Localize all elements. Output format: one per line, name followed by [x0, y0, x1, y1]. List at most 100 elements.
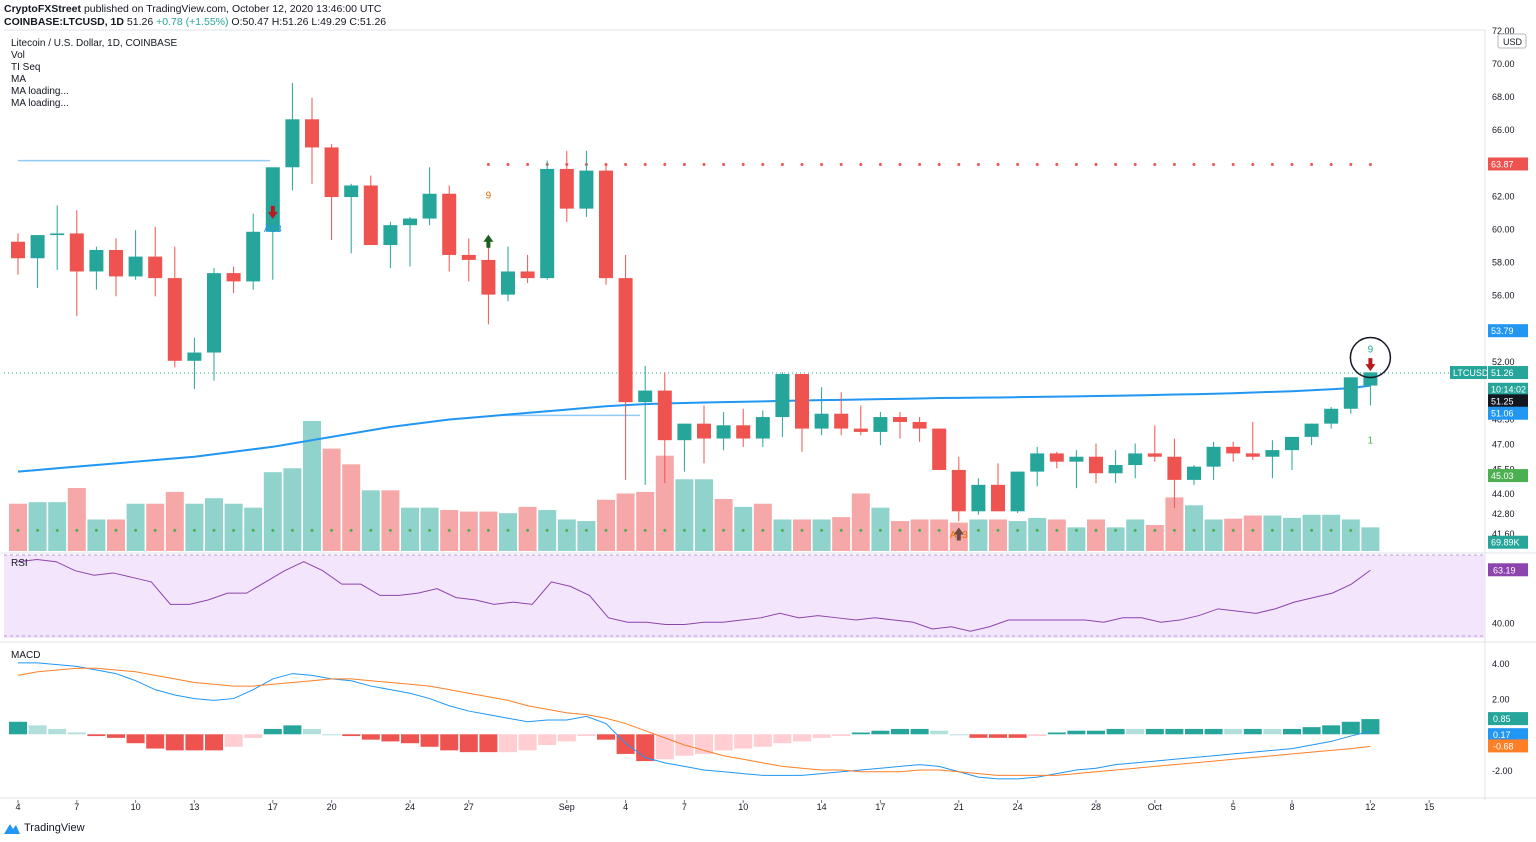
price-label-box [1450, 366, 1487, 380]
support-dot [388, 528, 392, 532]
support-dot [624, 528, 628, 532]
volume-bar [1126, 519, 1145, 551]
support-dot [1035, 528, 1039, 532]
resistance-dot [1133, 162, 1137, 166]
support-dot [1251, 528, 1255, 532]
support-dot [761, 528, 765, 532]
legend-item[interactable]: Vol [11, 50, 25, 61]
support-dot [153, 528, 157, 532]
x-tick-label: 4 [623, 802, 628, 812]
support-dot [1310, 528, 1314, 532]
price-tick-label: 60.00 [1492, 224, 1515, 234]
macd-histogram-bar [1322, 725, 1341, 735]
candle [461, 254, 476, 260]
volume-bar [851, 493, 870, 551]
macd-histogram-bar [597, 734, 615, 740]
macd-label[interactable]: MACD [11, 650, 41, 661]
resistance-dot [1368, 162, 1372, 166]
volume-bar [342, 464, 361, 551]
volume-bar [793, 519, 811, 551]
support-dot [114, 528, 118, 532]
candle [932, 428, 947, 470]
volume-bar [636, 491, 655, 551]
candle [736, 425, 751, 439]
x-tick-label: 27 [464, 802, 474, 812]
candle [775, 374, 790, 418]
candle [344, 185, 359, 198]
volume-bar [381, 490, 400, 551]
resistance-dot [800, 162, 804, 166]
volume-bar [263, 472, 282, 551]
resistance-dot [1231, 162, 1235, 166]
volume-bar [1322, 514, 1341, 551]
legend-item[interactable]: TI Seq [11, 62, 41, 73]
candle [1089, 456, 1103, 474]
volume-bar [165, 491, 184, 551]
resistance-dot [918, 162, 922, 166]
candle [403, 218, 417, 226]
rsi-band [4, 555, 1485, 638]
support-dot [94, 528, 98, 532]
macd-value-label: -0.68 [1493, 741, 1514, 751]
support-dot [839, 528, 843, 532]
price-label-box [1488, 406, 1528, 420]
legend-item[interactable]: MA loading... [11, 86, 69, 97]
legend-item[interactable]: MA loading... [11, 98, 69, 109]
ohlc-values: O:50.47 H:51.26 L:49.29 C:51.26 [231, 16, 387, 28]
resistance-dot [996, 162, 1000, 166]
volume-bar [1106, 527, 1125, 551]
support-dot [1074, 528, 1078, 532]
candle [814, 413, 829, 429]
candle [795, 374, 809, 429]
macd-histogram-bar [557, 734, 576, 742]
volume-bar [832, 517, 851, 551]
support-dot [663, 528, 667, 532]
legend-item[interactable]: MA [11, 74, 26, 85]
resistance-dot [937, 162, 941, 166]
candle [873, 417, 888, 432]
tradingview-logo-icon [4, 824, 20, 834]
resistance-dot [839, 162, 843, 166]
arrow-up-icon [953, 527, 964, 541]
volume-bar [989, 519, 1007, 551]
resistance-dot [820, 162, 824, 166]
volume-bar [126, 503, 145, 551]
volume-bar [969, 519, 988, 551]
volume-bar [1185, 505, 1203, 551]
support-dot [859, 528, 863, 532]
rsi-label[interactable]: RSI [11, 558, 28, 569]
candle [834, 413, 849, 429]
brand-label: TradingView [24, 822, 85, 834]
volume-bar [9, 503, 27, 551]
resistance-dot [1310, 162, 1314, 166]
support-dot [800, 528, 804, 532]
volume-bar [1243, 515, 1262, 551]
support-dot [1329, 528, 1333, 532]
candle [128, 256, 143, 277]
support-dot [682, 528, 686, 532]
macd-histogram-bar [734, 734, 753, 749]
publisher-name[interactable]: CryptoFXStreet [4, 3, 82, 15]
x-tick-label: 5 [1231, 802, 1236, 812]
tradingview-brand[interactable]: TradingView [4, 822, 85, 834]
volume-bar [616, 493, 635, 551]
volume-bar [1283, 517, 1301, 551]
support-dot [1094, 528, 1098, 532]
support-dot [780, 528, 784, 532]
macd-histogram-bar [518, 734, 537, 751]
resistance-dot [780, 162, 784, 166]
macd-tick-label: 2.00 [1492, 695, 1510, 705]
candle [853, 428, 868, 432]
candle [912, 421, 927, 429]
x-tick-label: Sep [559, 802, 575, 812]
price-tick-label: 56.00 [1492, 291, 1515, 301]
support-dot [643, 528, 647, 532]
macd-histogram-bar [283, 725, 302, 735]
candle [971, 484, 986, 512]
candle [226, 273, 241, 282]
support-dot [232, 528, 236, 532]
macd-histogram-bar [224, 734, 243, 747]
legend-title: Litecoin / U.S. Dollar, 1D, COINBASE [11, 38, 178, 49]
price-label: 63.87 [1491, 159, 1514, 169]
